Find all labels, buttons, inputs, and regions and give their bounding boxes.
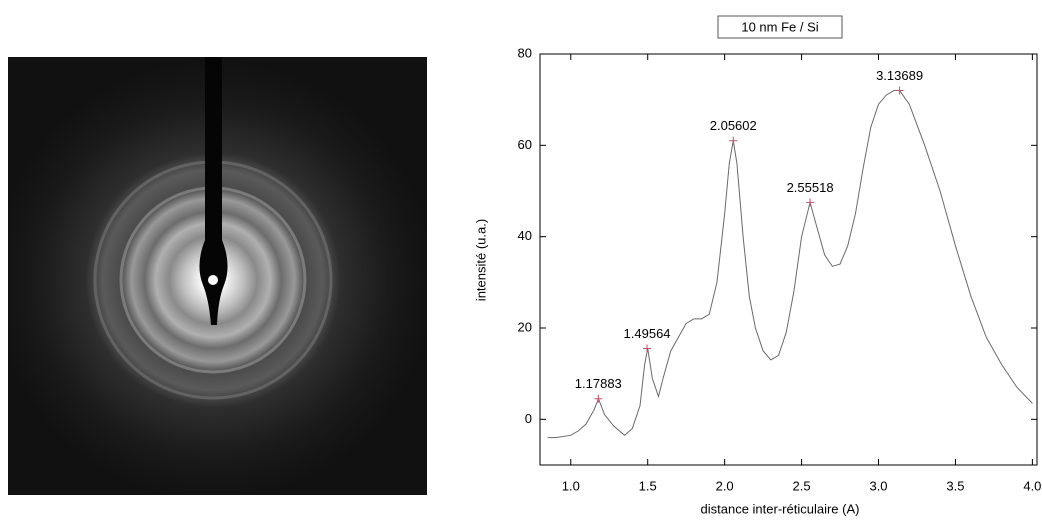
x-tick-label: 4.0: [1023, 478, 1041, 493]
y-tick-label: 0: [525, 411, 532, 426]
y-tick-label: 80: [518, 45, 532, 60]
x-tick-label: 1.5: [639, 478, 657, 493]
peak-marker: [594, 394, 603, 403]
peak-marker: [806, 198, 815, 207]
peak-label: 3.13689: [876, 68, 923, 83]
title-box: [717, 15, 843, 39]
y-axis-label: intensité (u.a.): [473, 219, 488, 301]
y-tick-label: 20: [518, 319, 532, 334]
x-tick-label: 1.0: [562, 478, 580, 493]
peak-label: 2.55518: [787, 180, 834, 195]
x-tick-label: 3.0: [869, 478, 887, 493]
x-tick-label: 2.0: [716, 478, 734, 493]
diffraction-image: [8, 57, 427, 495]
peak-marker: [643, 344, 652, 353]
y-tick-label: 60: [518, 137, 532, 152]
peak-label: 1.17883: [575, 376, 622, 391]
peak-label: 2.05602: [710, 118, 757, 133]
chart-title: 10 nm Fe / Si: [741, 19, 818, 34]
peak-marker: [729, 136, 738, 145]
peak-marker: [895, 86, 904, 95]
plot-frame: [539, 53, 1038, 466]
x-tick-label: 3.5: [946, 478, 964, 493]
x-axis-label: distance inter-réticulaire (A): [701, 501, 860, 516]
x-tick-label: 2.5: [793, 478, 811, 493]
peak-label: 1.49564: [624, 326, 671, 341]
y-tick-label: 40: [518, 228, 532, 243]
